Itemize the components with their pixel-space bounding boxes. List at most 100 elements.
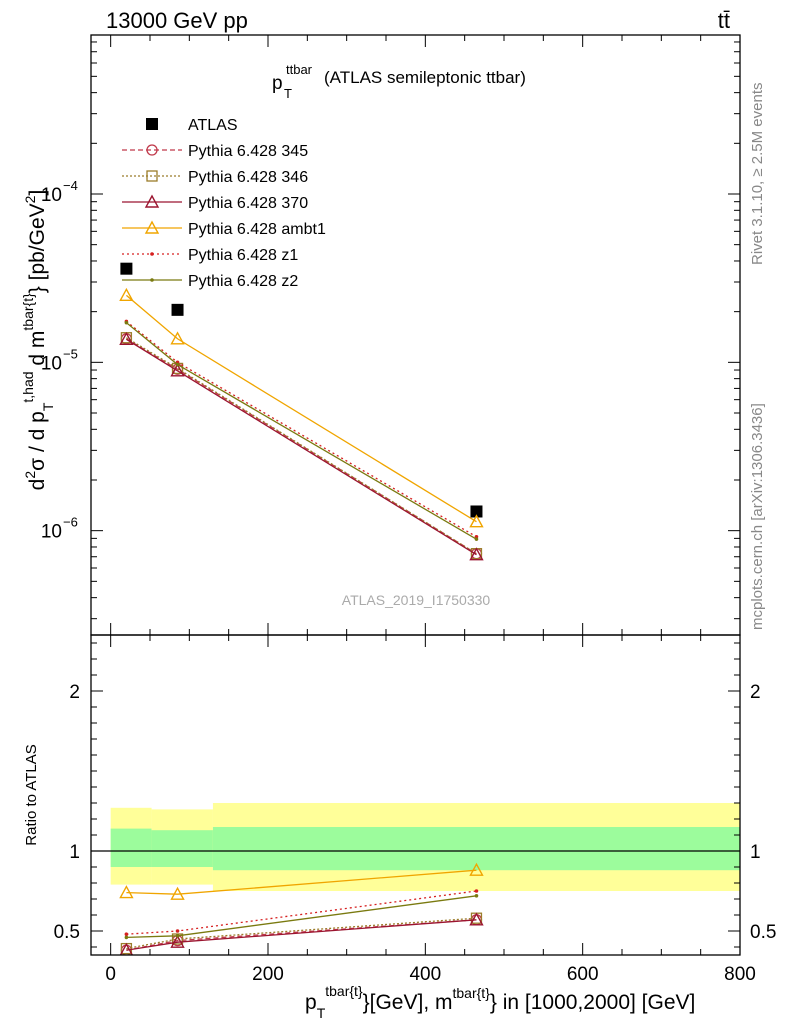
ratio-y-tick-label: 1 xyxy=(69,842,80,863)
ratio-y-tick-label-right: 1 xyxy=(750,842,761,863)
legend-entry-ambt1: Pythia 6.428 ambt1 xyxy=(122,220,326,238)
legend-label-p346: Pythia 6.428 346 xyxy=(188,169,308,186)
point-data-2 xyxy=(470,505,483,518)
title-main: p xyxy=(272,73,283,94)
ratio-point-ambt1-0 xyxy=(119,885,134,899)
main-y-axis-label: d2σ / d pTt,had d mtbar{t}} [pb/GeV2] xyxy=(20,190,56,491)
legend-entry-z1: Pythia 6.428 z1 xyxy=(122,247,298,264)
process-label: tt̄ xyxy=(718,8,730,33)
main-y-tick-label: 10 xyxy=(41,185,62,206)
ratio-line-p346 xyxy=(126,917,477,950)
ratio-series-z1 xyxy=(124,889,479,936)
title-sub: T xyxy=(284,86,292,101)
main-y-tick-label: 10 xyxy=(41,522,62,543)
ratio-point-p370-2 xyxy=(469,912,484,926)
ratio-plot-area xyxy=(91,803,740,955)
ratio-point-ambt1-1 xyxy=(170,886,185,900)
ratio-axis-ticks: 0 200 400 600 800 0.5 0.5 1 1 2 2 xyxy=(54,635,776,985)
legend-entry-z2: Pythia 6.428 z2 xyxy=(122,273,298,290)
point-z2-2 xyxy=(474,537,479,541)
legend-label-ambt1: Pythia 6.428 ambt1 xyxy=(188,221,326,238)
legend-label-z1: Pythia 6.428 z1 xyxy=(188,247,298,264)
main-y-label-text: d2σ / d pTt,had d mtbar{t}} [pb/GeV2] xyxy=(20,190,56,491)
main-y-tick-label-exp: −5 xyxy=(63,346,78,361)
ratio-y-axis-label: Ratio to ATLAS xyxy=(23,744,40,845)
title-sup: ttbar xyxy=(286,62,313,77)
ratio-x-tick-label: 800 xyxy=(724,964,756,985)
x-label-text: pTtbar{t}}[GeV], mtbar{t}} in [1000,2000… xyxy=(305,983,695,1021)
main-y-tick-label: 10 xyxy=(41,353,62,374)
ratio-series-z2 xyxy=(124,894,479,940)
main-y-tick-label-exp: −6 xyxy=(63,515,78,530)
energy-label: 13000 GeV pp xyxy=(106,8,248,33)
ratio-y-tick-label: 2 xyxy=(69,682,80,703)
legend: ATLAS Pythia 6.428 345 Pythia 6.428 346 Pyt… xyxy=(122,117,326,290)
ratio-y-tick-label: 0.5 xyxy=(54,922,80,943)
ratio-x-tick-label: 0 xyxy=(105,964,116,985)
point-ambt1-1 xyxy=(170,331,185,345)
rivet-version-label: Rivet 3.1.10, ≥ 2.5M events xyxy=(749,83,766,266)
ratio-y-tick-label-right: 2 xyxy=(750,682,761,703)
legend-entry-p345: Pythia 6.428 345 xyxy=(122,143,308,160)
series-ambt1 xyxy=(119,287,484,528)
ratio-point-p370-1 xyxy=(170,934,185,948)
legend-entry-data: ATLAS xyxy=(146,117,238,134)
ratio-line-z1 xyxy=(126,890,477,935)
main-axis-ticks: 10−610−510−4 xyxy=(41,35,741,635)
ratio-point-z1-2 xyxy=(474,889,479,893)
ratio-x-tick-label: 600 xyxy=(567,964,599,985)
ratio-point-z2-2 xyxy=(474,894,479,898)
ratio-line-ambt1 xyxy=(126,869,477,895)
ratio-line-p370 xyxy=(126,919,477,951)
ratio-point-z1-0 xyxy=(124,932,129,936)
main-panel: 10−610−510−4 p T ttbar (ATLAS semilepton… xyxy=(20,34,741,636)
ratio-panel: 0 200 400 600 800 0.5 0.5 1 1 2 2 Ratio to ATLAS xyxy=(23,634,776,985)
series-z2 xyxy=(124,320,479,541)
legend-label-z2: Pythia 6.428 z2 xyxy=(188,273,298,290)
ratio-point-z2-0 xyxy=(124,935,129,940)
main-plot-area xyxy=(119,262,484,561)
point-ambt1-0 xyxy=(119,287,134,302)
point-z2-1 xyxy=(175,362,180,367)
legend-marker-ambt1 xyxy=(144,220,160,234)
ratio-frame xyxy=(90,634,741,956)
legend-marker-z2 xyxy=(150,278,154,282)
legend-entry-p346: Pythia 6.428 346 xyxy=(122,169,308,186)
ratio-series-p370 xyxy=(119,912,484,955)
legend-label-p370: Pythia 6.428 370 xyxy=(188,195,308,212)
series-p370 xyxy=(119,331,484,561)
legend-label-p345: Pythia 6.428 345 xyxy=(188,143,308,160)
main-title: p T ttbar (ATLAS semileptonic ttbar) xyxy=(272,62,526,101)
legend-marker-z1 xyxy=(150,252,154,256)
series-z1 xyxy=(124,319,479,539)
point-data-1 xyxy=(171,303,184,316)
legend-label-data: ATLAS xyxy=(188,117,238,134)
ratio-point-p370-0 xyxy=(119,942,134,955)
x-axis-label: pTtbar{t}}[GeV], mtbar{t}} in [1000,2000… xyxy=(305,983,695,1021)
ratio-point-z2-1 xyxy=(175,934,180,938)
legend-marker-p370 xyxy=(144,194,160,208)
analysis-watermark: ATLAS_2019_I1750330 xyxy=(342,592,491,608)
point-p370-1 xyxy=(170,363,185,377)
source-label: mcplots.cern.ch [arXiv:1306.3436] xyxy=(749,403,766,630)
legend-marker-p346 xyxy=(146,170,158,182)
point-data-0 xyxy=(120,262,133,275)
point-p370-2 xyxy=(469,547,484,561)
ratio-series-p345 xyxy=(120,914,483,955)
band-inner-0 xyxy=(110,828,152,867)
legend-marker-data xyxy=(146,118,158,130)
series-line-ambt1 xyxy=(125,294,477,523)
point-p370-0 xyxy=(119,331,134,346)
point-ambt1-2 xyxy=(469,514,484,528)
point-z2-0 xyxy=(124,320,129,325)
series-data xyxy=(120,262,483,518)
ratio-x-tick-label: 200 xyxy=(252,964,284,985)
legend-marker-p345 xyxy=(146,144,158,156)
ratio-series-ambt1 xyxy=(119,862,484,900)
series-line-p345 xyxy=(126,338,477,555)
ratio-y-tick-label-right: 0.5 xyxy=(750,922,776,943)
series-line-p370 xyxy=(126,338,477,556)
ratio-point-z1-1 xyxy=(175,929,180,933)
title-rest: (ATLAS semileptonic ttbar) xyxy=(324,68,526,87)
